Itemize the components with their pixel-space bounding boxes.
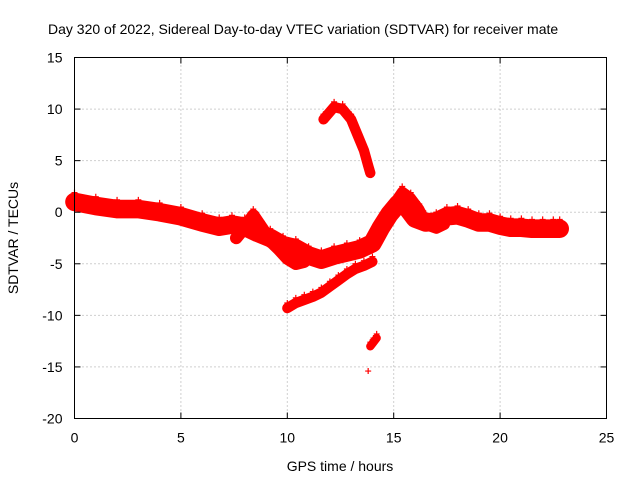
- chart-title: Day 320 of 2022, Sidereal Day-to-day VTE…: [48, 21, 558, 37]
- data-point-marker: [407, 189, 414, 196]
- series-hump-trace: [380, 186, 450, 234]
- data-point-marker: [301, 252, 308, 259]
- data-point-marker: [292, 254, 299, 261]
- data-point-marker: [284, 249, 291, 256]
- x-axis-title: GPS time / hours: [287, 458, 394, 474]
- data-point-marker: [318, 247, 325, 254]
- data-point-marker: [497, 213, 504, 220]
- x-tick-label: 25: [599, 430, 615, 446]
- series-main-trace: [65, 192, 570, 270]
- data-point-marker: [370, 335, 377, 342]
- series-isolated-cluster: [366, 333, 381, 351]
- data-point-marker: [441, 216, 448, 223]
- data-point-marker: [356, 237, 363, 244]
- x-tick-label: 0: [71, 430, 79, 446]
- data-point-marker: [339, 100, 346, 107]
- data-point-marker: [343, 265, 350, 272]
- data-point-marker: [92, 193, 99, 200]
- data-point-marker: [258, 218, 265, 225]
- data-point-marker: [369, 253, 376, 260]
- data-point-marker: [199, 210, 206, 217]
- data-point-marker: [331, 243, 338, 250]
- y-tick-label: -10: [42, 307, 62, 323]
- series-upper-arc: [318, 101, 376, 179]
- data-layer: [65, 98, 570, 375]
- data-point-marker: [416, 200, 423, 207]
- data-point-marker: [318, 284, 325, 291]
- y-tick-label: 5: [55, 153, 63, 169]
- y-tick-label: -5: [50, 256, 63, 272]
- series-lower-branch: [282, 256, 378, 314]
- data-point-marker: [518, 215, 525, 222]
- y-axis-title: SDTVAR / TECUs: [5, 182, 21, 294]
- data-point-marker: [305, 243, 312, 250]
- data-point-marker: [135, 196, 142, 203]
- data-point-marker: [241, 218, 248, 225]
- x-tick-label: 15: [386, 430, 402, 446]
- data-point-marker: [292, 294, 299, 301]
- x-tick-label: 10: [280, 430, 296, 446]
- data-point-marker: [348, 111, 355, 118]
- data-point-marker: [529, 216, 536, 223]
- data-point-marker: [354, 126, 361, 133]
- data-point-marker: [352, 260, 359, 267]
- data-point-marker: [335, 272, 342, 279]
- data-point-marker: [284, 299, 291, 306]
- y-tick-label: -20: [42, 411, 62, 427]
- data-point-marker: [369, 230, 376, 237]
- data-point-marker: [556, 216, 563, 223]
- data-point-marker: [443, 204, 450, 211]
- data-point-marker: [177, 204, 184, 211]
- tick-layer: 0 5 10 15 20 25 15 10 5 0 -5 -10 -15 -20: [42, 50, 614, 446]
- data-point-marker: [382, 206, 389, 213]
- data-point-marker: [343, 240, 350, 247]
- data-point-marker: [486, 210, 493, 217]
- data-point-marker: [301, 291, 308, 298]
- series-crossing-trace: [229, 209, 311, 270]
- data-point-marker: [399, 183, 406, 190]
- data-point-marker: [507, 215, 514, 222]
- data-point-marker: [292, 236, 299, 243]
- data-point-marker: [326, 278, 333, 285]
- data-point-marker: [360, 142, 367, 149]
- data-point-marker: [367, 339, 374, 346]
- isolated-data-point: [365, 368, 372, 375]
- data-point-marker: [267, 231, 274, 238]
- data-point-marker: [390, 195, 397, 202]
- data-point-marker: [233, 228, 240, 235]
- data-point-marker: [433, 209, 440, 216]
- y-tick-label: 0: [55, 204, 63, 220]
- y-tick-label: 10: [47, 101, 63, 117]
- data-point-marker: [424, 217, 431, 224]
- data-point-marker: [280, 232, 287, 239]
- data-point-marker: [539, 216, 546, 223]
- data-point-marker: [367, 164, 374, 171]
- data-point-marker: [250, 206, 257, 213]
- x-tick-label: 5: [177, 430, 185, 446]
- data-point-marker: [433, 220, 440, 227]
- data-point-marker: [228, 212, 235, 219]
- data-point-marker: [373, 330, 380, 337]
- plot-frame: [74, 57, 607, 419]
- data-point-marker: [360, 257, 367, 264]
- y-tick-label: 15: [47, 50, 63, 66]
- data-point-marker: [309, 288, 316, 295]
- data-point-marker: [550, 216, 557, 223]
- data-point-marker: [331, 98, 338, 105]
- data-point-marker: [275, 240, 282, 247]
- x-tick-label: 20: [492, 430, 508, 446]
- data-point-marker: [156, 199, 163, 206]
- data-point-marker: [365, 157, 372, 164]
- data-point-marker: [454, 203, 461, 210]
- data-point-marker: [465, 206, 472, 213]
- data-point-marker: [475, 210, 482, 217]
- data-point-marker: [216, 214, 223, 221]
- data-point-marker: [114, 196, 121, 203]
- data-point-marker: [320, 111, 327, 118]
- y-tick-label: -15: [42, 359, 62, 375]
